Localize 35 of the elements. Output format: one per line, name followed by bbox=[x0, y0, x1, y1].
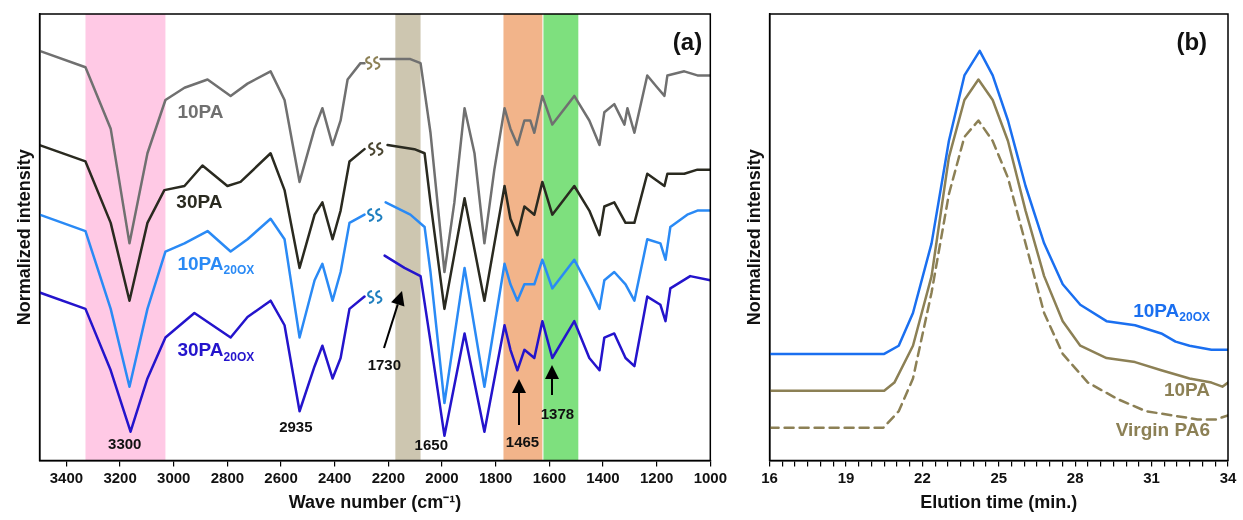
x-tick-label: 1200 bbox=[639, 468, 674, 486]
annotation: 2935 bbox=[279, 418, 313, 436]
series-label: Virgin PA6 bbox=[1115, 419, 1211, 441]
annotation: 3300 bbox=[108, 434, 142, 452]
annotation: (b) bbox=[1176, 27, 1208, 55]
series-label: 10PA bbox=[1163, 378, 1211, 400]
x-tick-label: 3000 bbox=[157, 468, 191, 486]
x-tick-label: 2000 bbox=[425, 468, 459, 486]
x-tick-label: 1600 bbox=[532, 468, 567, 486]
x-tick-label: 2800 bbox=[210, 468, 245, 486]
annotation: 1650 bbox=[414, 436, 448, 454]
series-label: 10PA bbox=[177, 101, 224, 123]
x-tick-label: 19 bbox=[837, 468, 855, 486]
x-tick-label: 2200 bbox=[371, 468, 406, 486]
x-axis-title: Elution time (min.) bbox=[920, 492, 1078, 513]
x-tick-label: 2600 bbox=[264, 468, 298, 486]
x-tick-label: 25 bbox=[990, 468, 1008, 486]
x-axis-title: Wave number (cm⁻¹) bbox=[288, 492, 462, 513]
x-tick-label: 22 bbox=[914, 468, 931, 486]
annotation: 1465 bbox=[505, 433, 540, 451]
x-tick-label: 16 bbox=[761, 468, 778, 486]
x-tick-label: 3400 bbox=[49, 468, 84, 486]
y-axis-title: Normalized intensity bbox=[13, 149, 34, 326]
x-tick-label: 1000 bbox=[693, 468, 727, 486]
x-tick-label: 1800 bbox=[479, 468, 513, 486]
x-tick-label: 28 bbox=[1066, 468, 1084, 486]
x-tick-label: 2400 bbox=[318, 468, 352, 486]
y-axis-title: Normalized intensity bbox=[743, 149, 764, 326]
x-tick-label: 31 bbox=[1143, 468, 1160, 486]
annotation: 1730 bbox=[367, 355, 402, 373]
annotation: (a) bbox=[672, 27, 703, 55]
x-tick-label: 3200 bbox=[103, 468, 137, 486]
series-label: 30PA bbox=[176, 191, 223, 213]
x-tick-label: 1400 bbox=[586, 468, 620, 486]
x-tick-label: 34 bbox=[1219, 468, 1237, 486]
